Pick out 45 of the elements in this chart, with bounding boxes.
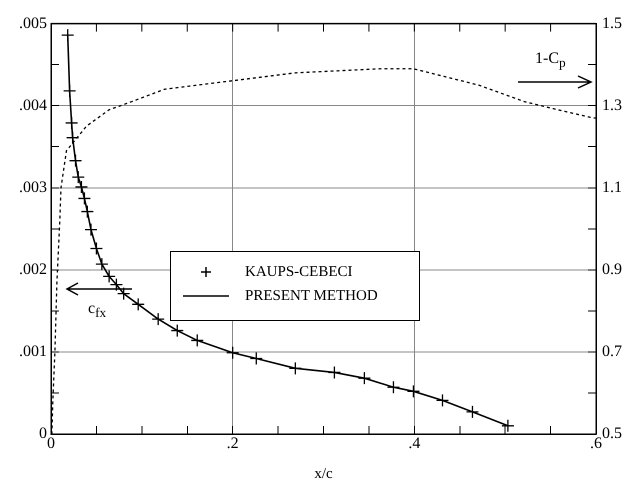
point [152,312,165,326]
point [386,380,400,394]
point [80,204,94,218]
point [72,170,85,184]
point [61,28,74,42]
x-tick-label: .2 [226,434,239,452]
y-tick-label: .002 [19,261,47,278]
legend-label: PRESENT METHOD [245,288,378,304]
point [95,257,109,271]
point [226,346,240,360]
legend-label: KAUPS-CEBECI [245,264,353,280]
y2-tick-label: 1.5 [602,14,622,32]
point [436,394,450,407]
x-axis-title: x/c [314,466,334,482]
y-tick-label: .005 [19,14,47,32]
point [328,366,342,380]
point [90,242,104,256]
y2-tick-label: 1.1 [602,178,622,196]
point [406,384,420,398]
point [250,352,263,366]
y2-tick-label: 0.9 [602,261,622,278]
y-tick-label: .003 [19,178,47,196]
point [466,405,480,418]
y-tick-label: .004 [19,96,47,114]
point [132,298,145,311]
y2-tick-label: 0.7 [602,343,622,360]
point [288,362,302,375]
annotation: 1-C$_{p}$ [535,50,566,72]
point [358,372,372,385]
y2-tick-label: 1.3 [602,96,622,114]
point [190,334,204,348]
annotation: c$_{fx}$ [88,300,106,322]
point [170,324,184,338]
x-tick-label: .4 [408,434,420,452]
x-tick-label: .6 [590,434,602,452]
y2-tick-label: 0.5 [602,425,622,442]
y-tick-label: .001 [19,343,47,360]
point [78,192,92,206]
point [64,116,78,130]
point [66,131,80,144]
point [84,222,98,236]
point [74,180,88,194]
point [501,419,515,432]
point [68,154,82,168]
point [62,84,76,98]
